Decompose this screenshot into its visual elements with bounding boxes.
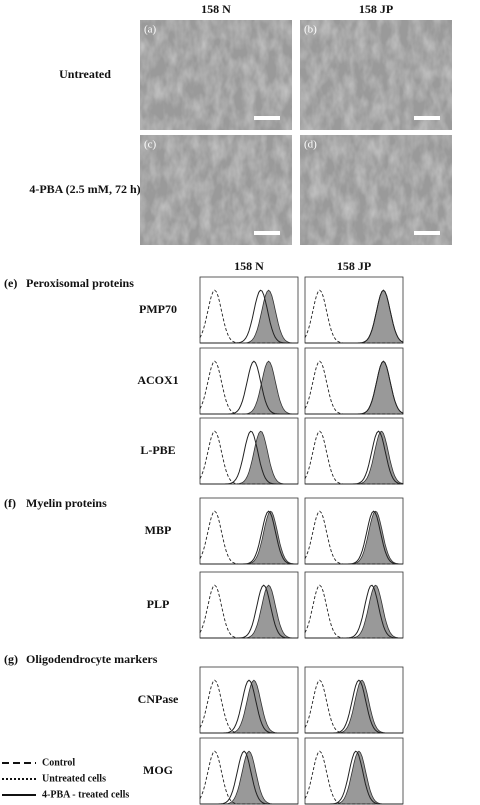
- untreated-histogram: [305, 679, 403, 734]
- untreated-histogram: [200, 750, 298, 805]
- control-histogram: [199, 430, 298, 485]
- section-title: Peroxisomal proteins: [26, 276, 134, 290]
- untreated-histogram: [200, 289, 298, 344]
- section-label: (e): [4, 276, 17, 290]
- legend-label: Control: [42, 757, 75, 768]
- untreated-histogram: [200, 679, 298, 734]
- control-histogram: [199, 584, 298, 639]
- control-histogram: [304, 289, 403, 344]
- section-label: (g): [4, 652, 18, 666]
- untreated-histogram: [200, 430, 298, 485]
- section-title: Myelin proteins: [26, 496, 107, 510]
- control-histogram: [199, 510, 298, 565]
- marker-label: MBP: [145, 523, 172, 537]
- column-header: 158 JP: [337, 259, 371, 273]
- marker-label: PMP70: [139, 302, 177, 316]
- control-histogram: [304, 510, 403, 565]
- cell-texture: [300, 135, 452, 245]
- control-histogram: [199, 289, 298, 344]
- histogram-frame: [199, 571, 299, 639]
- untreated-histogram: [200, 510, 298, 565]
- control-histogram: [304, 360, 403, 415]
- column-header: 158 N: [234, 259, 264, 273]
- control-histogram: [304, 430, 403, 485]
- control-histogram: [304, 679, 403, 734]
- legend-label: 4-PBA - treated cells: [42, 789, 129, 800]
- column-header: 158 JP: [359, 2, 393, 16]
- untreated-histogram: [305, 584, 403, 639]
- section-label: (f): [4, 496, 16, 510]
- marker-label: CNPase: [138, 692, 179, 706]
- cell-texture: [300, 20, 452, 130]
- scale-bar: [414, 116, 440, 120]
- control-histogram: [199, 750, 298, 805]
- marker-label: PLP: [147, 597, 170, 611]
- panel-label: (d): [304, 139, 317, 151]
- scale-bar: [414, 231, 440, 235]
- section-title: Oligodendrocyte markers: [26, 652, 158, 666]
- row-label: 4-PBA (2.5 mM, 72 h): [29, 182, 140, 196]
- control-histogram: [304, 750, 403, 805]
- column-header: 158 N: [201, 2, 231, 16]
- scale-bar: [254, 231, 280, 235]
- untreated-histogram: [305, 750, 403, 805]
- marker-label: L-PBE: [140, 443, 175, 457]
- untreated-histogram: [200, 584, 298, 639]
- untreated-histogram: [305, 510, 403, 565]
- control-histogram: [199, 679, 298, 734]
- cell-texture: [140, 135, 292, 245]
- histogram-frame: [199, 347, 299, 415]
- untreated-histogram: [200, 360, 298, 415]
- control-histogram: [199, 360, 298, 415]
- panel-label: (a): [144, 24, 157, 36]
- marker-label: MOG: [143, 763, 173, 777]
- scale-bar: [254, 116, 280, 120]
- row-label: Untreated: [59, 67, 111, 81]
- panel-label: (c): [144, 139, 157, 151]
- panel-label: (b): [304, 24, 317, 36]
- cell-texture: [140, 20, 292, 130]
- histogram-frame: [199, 276, 299, 344]
- legend-label: Untreated cells: [42, 773, 106, 784]
- marker-label: ACOX1: [137, 373, 178, 387]
- control-histogram: [304, 584, 403, 639]
